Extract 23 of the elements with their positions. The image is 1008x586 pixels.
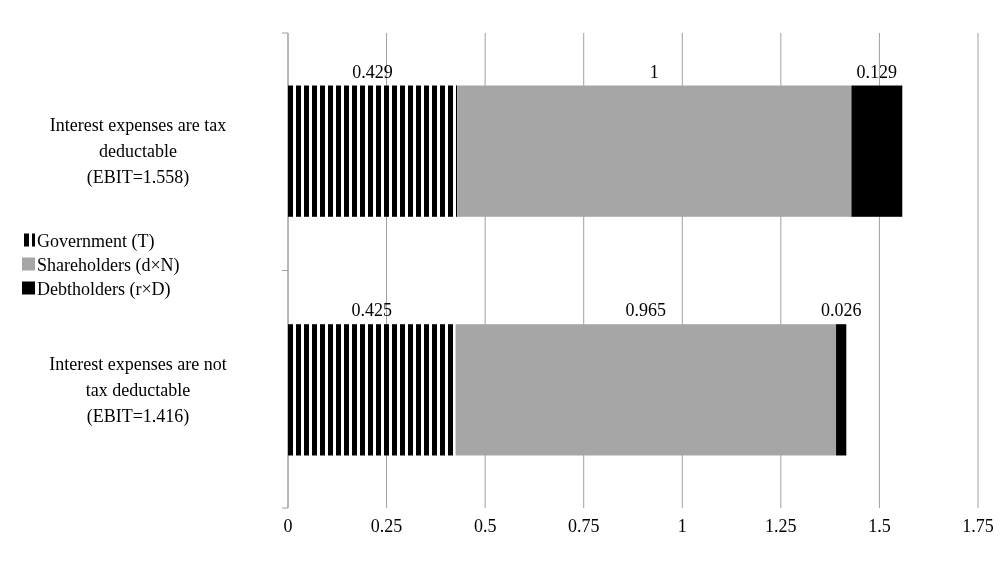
x-tick-label: 1.25 — [765, 516, 797, 536]
data-label: 0.429 — [352, 61, 393, 82]
legend-label: Debtholders (r×D) — [37, 278, 171, 300]
legend-label: Shareholders (d×N) — [37, 254, 180, 276]
x-tick-label: 0 — [283, 516, 293, 536]
bar — [836, 324, 847, 456]
y-tick-label: Interest expenses are tax deductable (EBIT=1.558) — [49, 115, 227, 189]
x-tick-label: 1.75 — [962, 516, 994, 536]
data-label: 1 — [649, 61, 659, 82]
data-label: 0.129 — [856, 61, 898, 82]
data-label: 0.425 — [351, 300, 393, 321]
bar — [288, 324, 456, 456]
data-label: 0.965 — [625, 300, 667, 321]
y-tick-label: Interest expenses are not tax deductable (EBIT=1.416) — [49, 353, 227, 427]
x-tick-label: 0.5 — [473, 516, 497, 536]
data-label: 0.026 — [820, 300, 862, 321]
x-tick-label: 0.25 — [370, 516, 403, 536]
x-tick-label: 0.75 — [567, 516, 600, 536]
bar — [851, 85, 903, 217]
x-tick-label: 1 — [677, 516, 687, 536]
x-tick-label: 1.5 — [868, 516, 891, 536]
bar — [288, 85, 458, 217]
legend-label: Government (T) — [37, 230, 155, 252]
